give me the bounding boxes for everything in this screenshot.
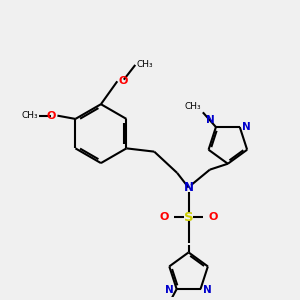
Text: N: N	[203, 285, 212, 295]
Text: CH₃: CH₃	[21, 111, 38, 120]
Text: O: O	[208, 212, 218, 222]
Text: S: S	[184, 211, 194, 224]
Text: N: N	[165, 285, 174, 295]
Text: CH₃: CH₃	[184, 102, 201, 111]
Text: CH₃: CH₃	[137, 60, 154, 69]
Text: O: O	[119, 76, 128, 85]
Text: N: N	[206, 116, 214, 125]
Text: O: O	[160, 212, 169, 222]
Text: O: O	[46, 111, 56, 121]
Text: N: N	[242, 122, 251, 132]
Text: N: N	[184, 181, 194, 194]
